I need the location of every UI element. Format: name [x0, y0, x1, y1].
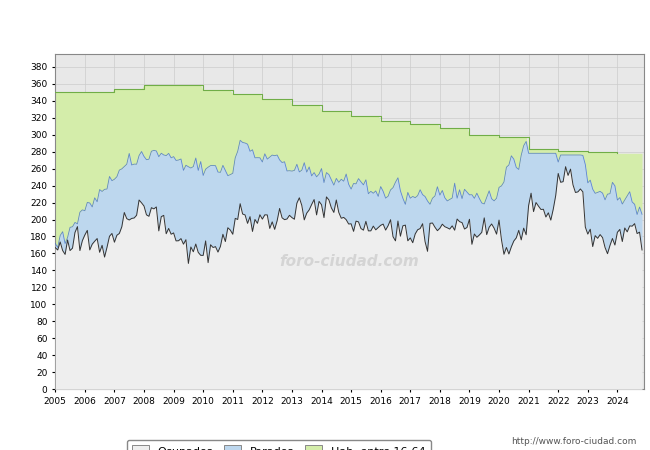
Text: Hinojosa del Valle - Evolucion de la poblacion en edad de Trabajar Noviembre de : Hinojosa del Valle - Evolucion de la pob…: [84, 18, 566, 29]
Text: foro-ciudad.com: foro-ciudad.com: [280, 254, 419, 270]
Legend: Ocupados, Parados, Hab. entre 16-64: Ocupados, Parados, Hab. entre 16-64: [127, 440, 431, 450]
Text: http://www.foro-ciudad.com: http://www.foro-ciudad.com: [512, 436, 637, 446]
